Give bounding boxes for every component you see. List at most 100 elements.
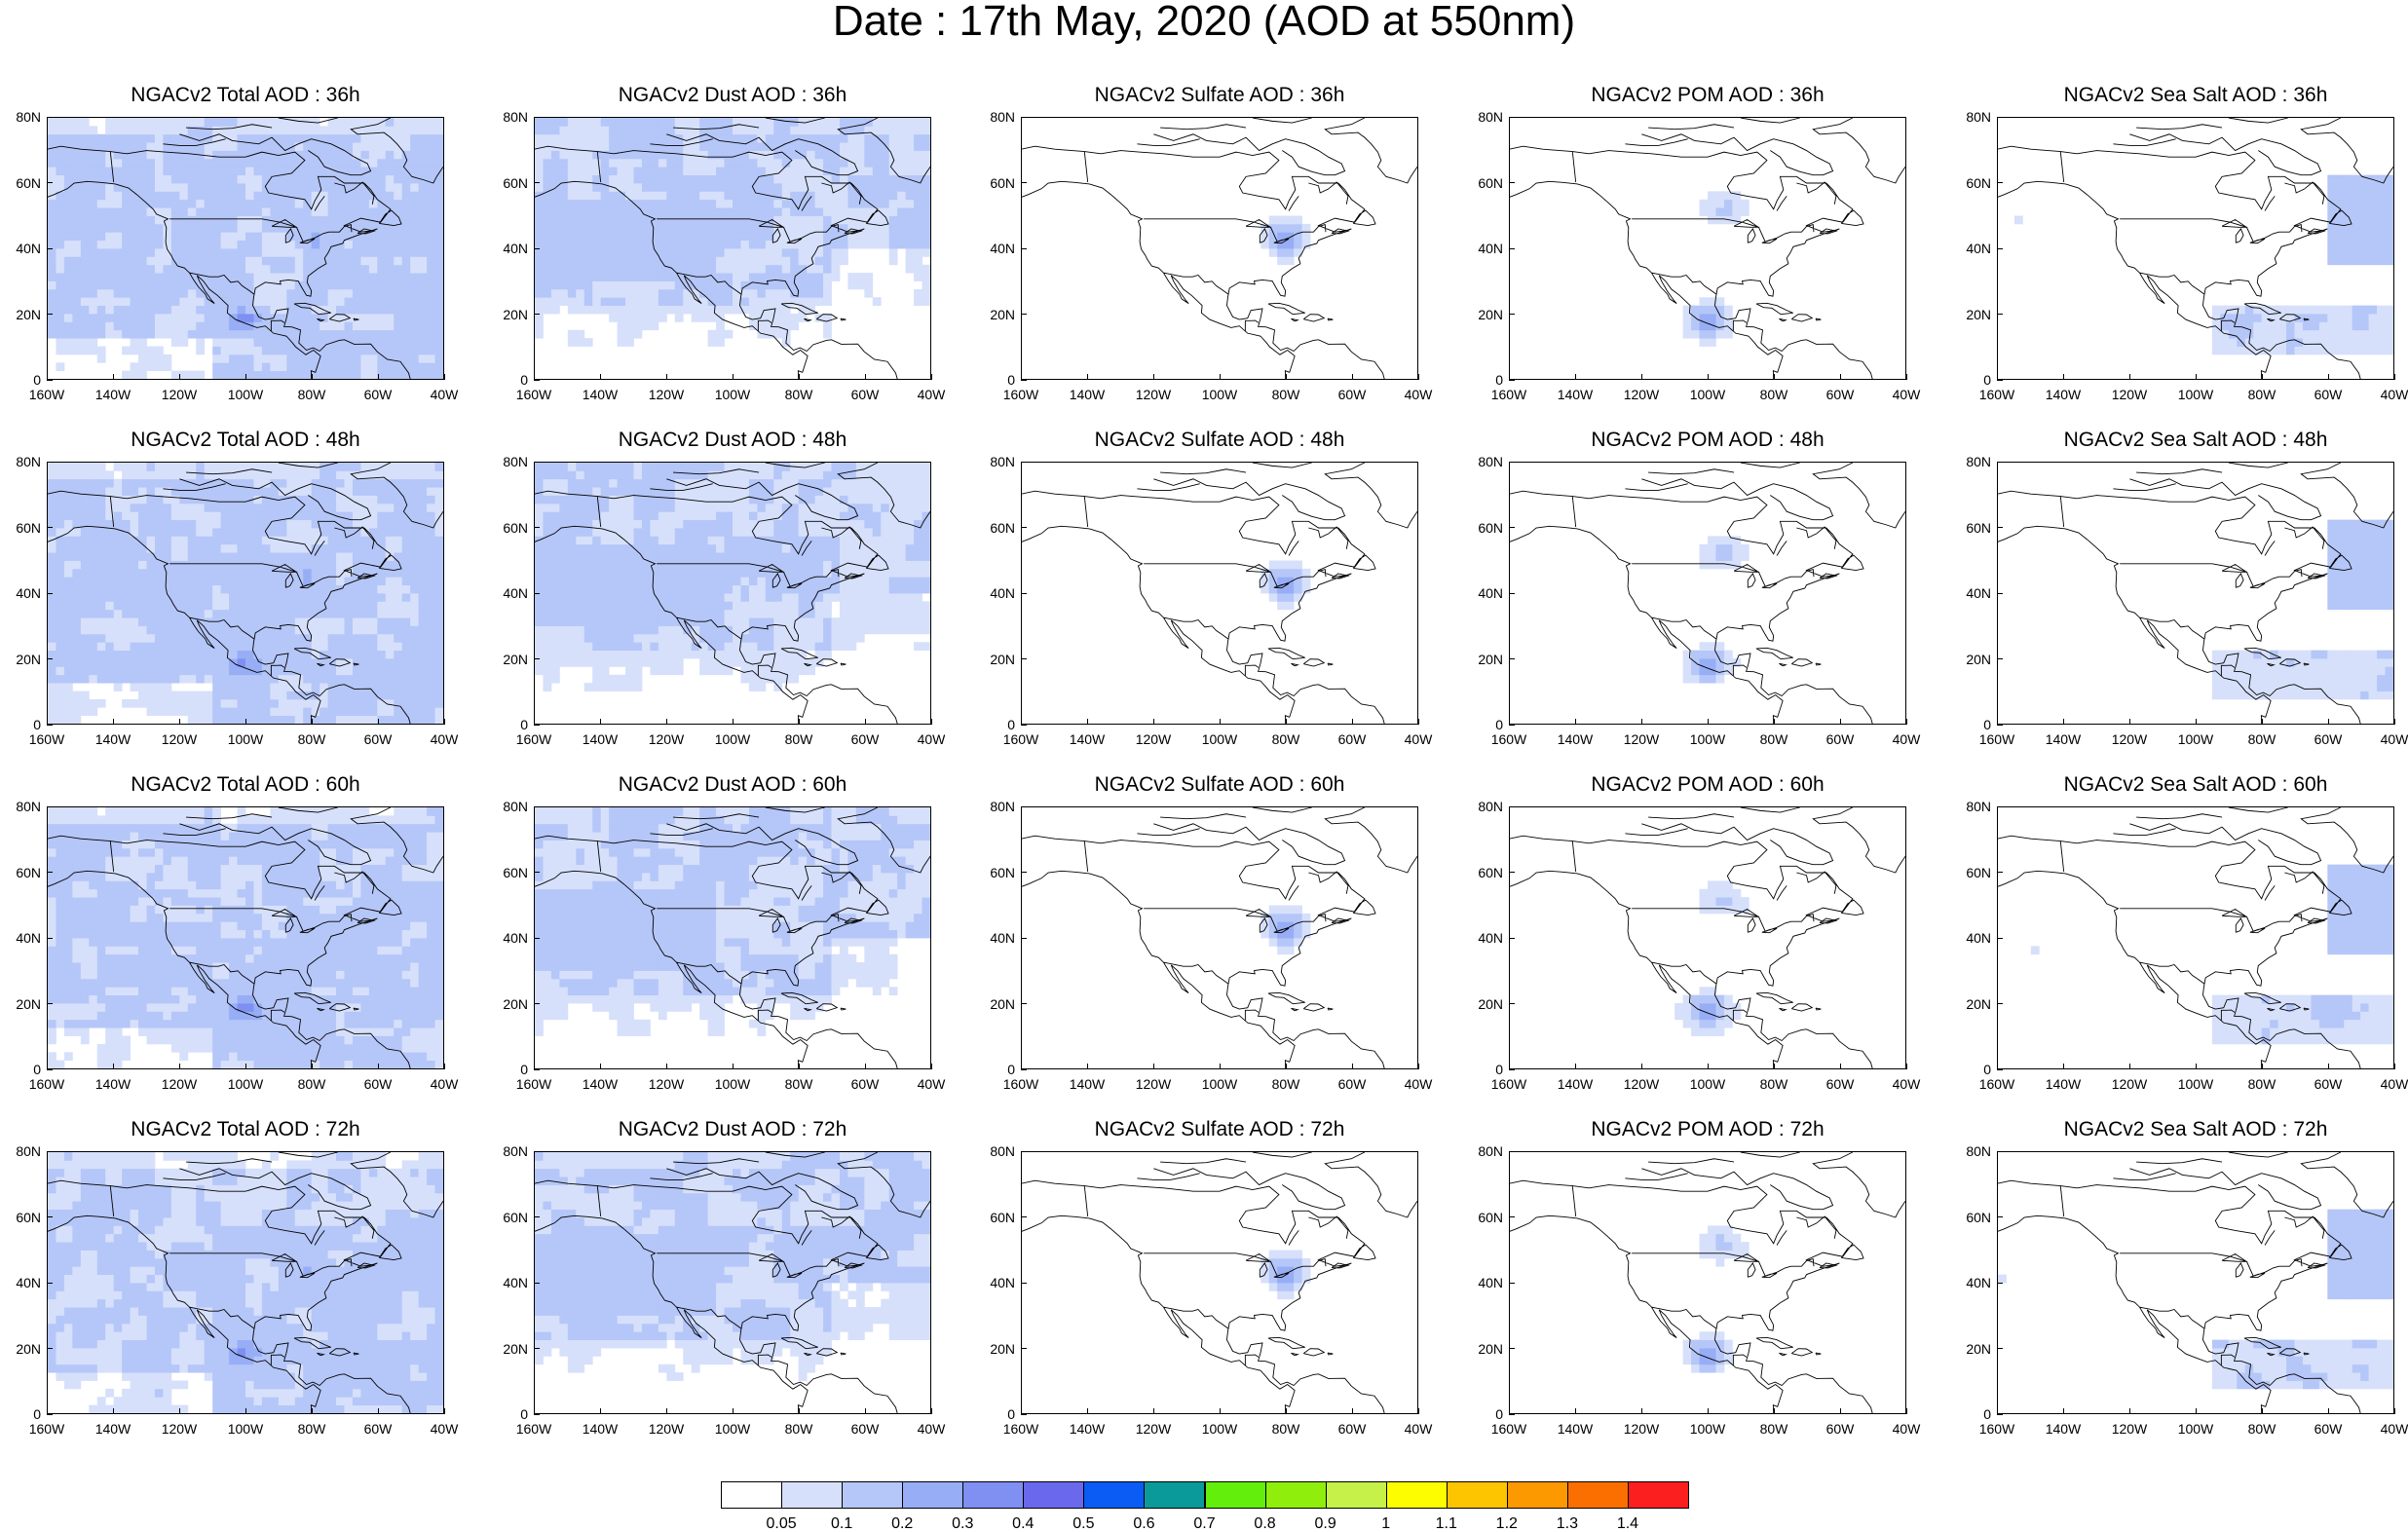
aod-cell: [699, 642, 708, 651]
aod-cell: [807, 241, 815, 249]
aod-cell: [1286, 256, 1295, 265]
aod-cell: [303, 520, 312, 529]
aod-cell: [286, 691, 295, 700]
aod-cell: [64, 207, 73, 216]
aod-cell: [2352, 347, 2361, 355]
aod-cell: [435, 561, 443, 570]
aod-cell: [56, 248, 64, 257]
aod-cell: [427, 281, 435, 290]
aod-cell: [64, 330, 73, 339]
aod-cell: [782, 207, 791, 216]
aod-cell: [427, 248, 435, 257]
aod-cell: [435, 707, 443, 716]
aod-cell: [155, 610, 164, 618]
aod-cell: [328, 207, 337, 216]
aod-cell: [147, 569, 156, 578]
aod-cell: [692, 232, 700, 241]
aod-cell: [320, 569, 328, 578]
aod-cell: [419, 200, 428, 208]
aod-cell: [427, 666, 435, 675]
aod-cell: [881, 232, 889, 241]
aod-cell: [163, 504, 171, 512]
aod-cell: [897, 241, 906, 249]
aod-cell: [559, 118, 568, 127]
aod-cell: [427, 487, 435, 496]
aod-cell: [551, 273, 560, 281]
aod-cell: [147, 175, 156, 184]
aod-cell: [1724, 207, 1733, 216]
aod-cell: [369, 232, 378, 241]
aod-cell: [345, 666, 354, 675]
aod-cell: [864, 610, 873, 618]
aod-cell: [147, 479, 156, 488]
aod-cell: [196, 577, 205, 585]
aod-cell: [179, 658, 188, 667]
aod-cell: [312, 183, 320, 192]
aod-cell: [360, 207, 369, 216]
aod-cell: [609, 265, 618, 274]
aod-cell: [634, 118, 643, 127]
aod-cell: [155, 159, 164, 168]
aod-cell: [559, 634, 568, 643]
aod-cell: [171, 232, 180, 241]
aod-cell: [568, 151, 577, 160]
aod-cell: [147, 520, 156, 529]
aod-cell: [122, 216, 131, 225]
aod-cell: [229, 159, 238, 168]
aod-cell: [360, 355, 369, 363]
aod-cell: [253, 207, 262, 216]
aod-cell: [377, 691, 386, 700]
aod-cell: [402, 552, 411, 561]
latitude-tick: [534, 248, 540, 249]
aod-cell: [245, 504, 254, 512]
aod-cell: [369, 651, 378, 659]
aod-cell: [138, 610, 147, 618]
latitude-tick: [1021, 248, 1027, 249]
aod-cell: [64, 151, 73, 160]
aod-cell: [427, 651, 435, 659]
aod-cell: [89, 479, 97, 488]
aod-cell: [535, 232, 544, 241]
aod-cell: [105, 561, 114, 570]
aod-cell: [2327, 306, 2336, 315]
longitude-tick: [733, 374, 734, 380]
aod-cell: [2352, 216, 2361, 225]
aod-cell: [1302, 224, 1311, 233]
aod-cell: [658, 175, 667, 184]
aod-cell: [832, 617, 841, 626]
aod-cell: [2303, 330, 2312, 339]
aod-cell: [114, 601, 123, 610]
aod-cell: [97, 183, 106, 192]
aod-cell: [2360, 224, 2369, 233]
aod-cell: [262, 355, 271, 363]
longitude-tick: [113, 374, 114, 380]
aod-cell: [155, 520, 164, 529]
aod-cell: [618, 224, 626, 233]
aod-cell: [360, 118, 369, 127]
latitude-tick-label: 60N: [2, 521, 41, 535]
aod-cell: [196, 520, 205, 529]
aod-cell: [97, 248, 106, 257]
aod-cell: [675, 142, 684, 151]
aod-cell: [196, 232, 205, 241]
aod-cell: [369, 479, 378, 488]
aod-cell: [815, 241, 824, 249]
aod-cell: [286, 470, 295, 479]
aod-cell: [122, 658, 131, 667]
aod-cell: [369, 520, 378, 529]
aod-cell: [163, 142, 171, 151]
aod-cell: [312, 314, 320, 322]
aod-cell: [394, 683, 402, 691]
aod-cell: [56, 707, 64, 716]
aod-cell: [394, 159, 402, 168]
aod-cell: [708, 159, 717, 168]
aod-cell: [666, 256, 675, 265]
aod-cell: [708, 167, 717, 175]
aod-cell: [131, 175, 139, 184]
aod-cell: [105, 601, 114, 610]
aod-cell: [625, 248, 634, 257]
aod-cell: [179, 371, 188, 379]
aod-cell: [864, 289, 873, 298]
aod-cell: [906, 134, 915, 143]
aod-cell: [666, 289, 675, 298]
